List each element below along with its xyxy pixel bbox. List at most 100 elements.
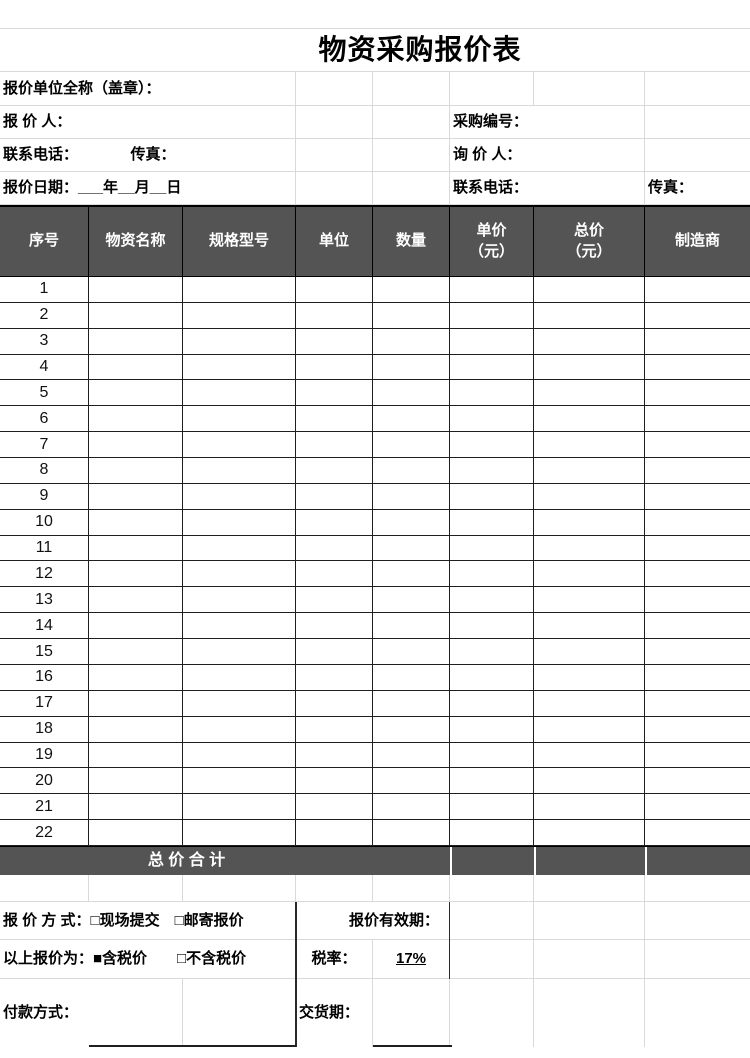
unit-price-cell[interactable] — [450, 742, 534, 769]
grand-total-manufacturer-cell[interactable] — [645, 847, 750, 875]
unit-cell[interactable] — [296, 328, 373, 355]
validity-input-cell[interactable] — [645, 902, 750, 939]
manufacturer-cell[interactable] — [645, 561, 750, 588]
quantity-cell[interactable] — [373, 690, 450, 717]
unit-cell[interactable] — [296, 639, 373, 665]
material-cell[interactable] — [89, 716, 183, 743]
total-price-cell[interactable] — [534, 794, 645, 821]
spec-cell[interactable] — [183, 483, 296, 510]
unit-cell[interactable] — [296, 820, 373, 846]
total-price-cell[interactable] — [534, 587, 645, 614]
unit-price-cell[interactable] — [450, 639, 534, 665]
unit-price-cell[interactable] — [450, 354, 534, 381]
manufacturer-cell[interactable] — [645, 536, 750, 562]
spec-cell[interactable] — [183, 742, 296, 769]
total-price-cell[interactable] — [534, 535, 645, 562]
manufacturer-cell[interactable] — [645, 768, 750, 795]
total-price-cell[interactable] — [534, 458, 645, 484]
unit-price-cell[interactable] — [450, 277, 534, 303]
unit-price-cell[interactable] — [450, 690, 534, 717]
material-cell[interactable] — [89, 458, 183, 484]
material-cell[interactable] — [89, 483, 183, 510]
material-cell[interactable] — [89, 354, 183, 381]
spec-cell[interactable] — [183, 794, 296, 821]
quantity-cell[interactable] — [373, 639, 450, 665]
material-cell[interactable] — [89, 639, 183, 665]
company-input-cell[interactable] — [534, 72, 645, 105]
quantity-cell[interactable] — [373, 509, 450, 536]
spec-cell[interactable] — [183, 432, 296, 459]
manufacturer-cell[interactable] — [645, 743, 750, 769]
grand-total-price-cell[interactable] — [534, 847, 645, 875]
unit-cell[interactable] — [296, 561, 373, 588]
total-price-cell[interactable] — [534, 639, 645, 665]
total-price-cell[interactable] — [534, 354, 645, 381]
company-input-cell[interactable] — [373, 72, 450, 105]
spec-cell[interactable] — [183, 664, 296, 691]
unit-price-cell[interactable] — [450, 613, 534, 640]
quantity-cell[interactable] — [373, 820, 450, 846]
total-price-cell[interactable] — [534, 742, 645, 769]
manufacturer-cell[interactable] — [645, 303, 750, 329]
quantity-cell[interactable] — [373, 716, 450, 743]
quantity-cell[interactable] — [373, 535, 450, 562]
material-cell[interactable] — [89, 328, 183, 355]
manufacturer-cell[interactable] — [645, 587, 750, 614]
material-cell[interactable] — [89, 794, 183, 821]
spec-cell[interactable] — [183, 587, 296, 614]
spec-cell[interactable] — [183, 509, 296, 536]
unit-cell[interactable] — [296, 458, 373, 484]
unit-price-cell[interactable] — [450, 768, 534, 795]
manufacturer-cell[interactable] — [645, 355, 750, 381]
company-input-cell[interactable] — [645, 72, 750, 105]
total-price-cell[interactable] — [534, 820, 645, 846]
unit-price-cell[interactable] — [450, 432, 534, 459]
material-cell[interactable] — [89, 820, 183, 846]
date-input-cell[interactable] — [296, 172, 373, 204]
quantity-cell[interactable] — [373, 742, 450, 769]
unit-cell[interactable] — [296, 302, 373, 329]
spec-cell[interactable] — [183, 277, 296, 303]
spec-cell[interactable] — [183, 302, 296, 329]
material-cell[interactable] — [89, 277, 183, 303]
spec-cell[interactable] — [183, 380, 296, 407]
spec-cell[interactable] — [183, 328, 296, 355]
unit-price-cell[interactable] — [450, 535, 534, 562]
validity-input-cell[interactable] — [450, 902, 534, 939]
manufacturer-cell[interactable] — [645, 458, 750, 484]
unit-cell[interactable] — [296, 354, 373, 381]
total-price-cell[interactable] — [534, 483, 645, 510]
validity-input-cell[interactable] — [534, 902, 645, 939]
company-input-cell[interactable] — [450, 72, 534, 105]
material-cell[interactable] — [89, 613, 183, 640]
manufacturer-cell[interactable] — [645, 665, 750, 691]
quantity-cell[interactable] — [373, 354, 450, 381]
total-price-cell[interactable] — [534, 302, 645, 329]
quoter-input-cell[interactable] — [373, 106, 450, 138]
material-cell[interactable] — [89, 742, 183, 769]
total-price-cell[interactable] — [534, 664, 645, 691]
purchase-no-input-cell[interactable] — [645, 106, 750, 138]
total-price-cell[interactable] — [534, 613, 645, 640]
material-cell[interactable] — [89, 690, 183, 717]
unit-cell[interactable] — [296, 613, 373, 640]
phone-input-cell[interactable] — [296, 139, 373, 171]
total-price-cell[interactable] — [534, 277, 645, 303]
spec-cell[interactable] — [183, 690, 296, 717]
total-price-cell[interactable] — [534, 432, 645, 459]
spec-cell[interactable] — [183, 535, 296, 562]
manufacturer-cell[interactable] — [645, 277, 750, 303]
quantity-cell[interactable] — [373, 302, 450, 329]
quantity-cell[interactable] — [373, 794, 450, 821]
material-cell[interactable] — [89, 432, 183, 459]
manufacturer-cell[interactable] — [645, 639, 750, 665]
quantity-cell[interactable] — [373, 768, 450, 795]
manufacturer-cell[interactable] — [645, 329, 750, 355]
total-price-cell[interactable] — [534, 509, 645, 536]
total-price-cell[interactable] — [534, 380, 645, 407]
spec-cell[interactable] — [183, 820, 296, 846]
material-cell[interactable] — [89, 664, 183, 691]
unit-price-cell[interactable] — [450, 820, 534, 846]
quantity-cell[interactable] — [373, 561, 450, 588]
unit-cell[interactable] — [296, 742, 373, 769]
